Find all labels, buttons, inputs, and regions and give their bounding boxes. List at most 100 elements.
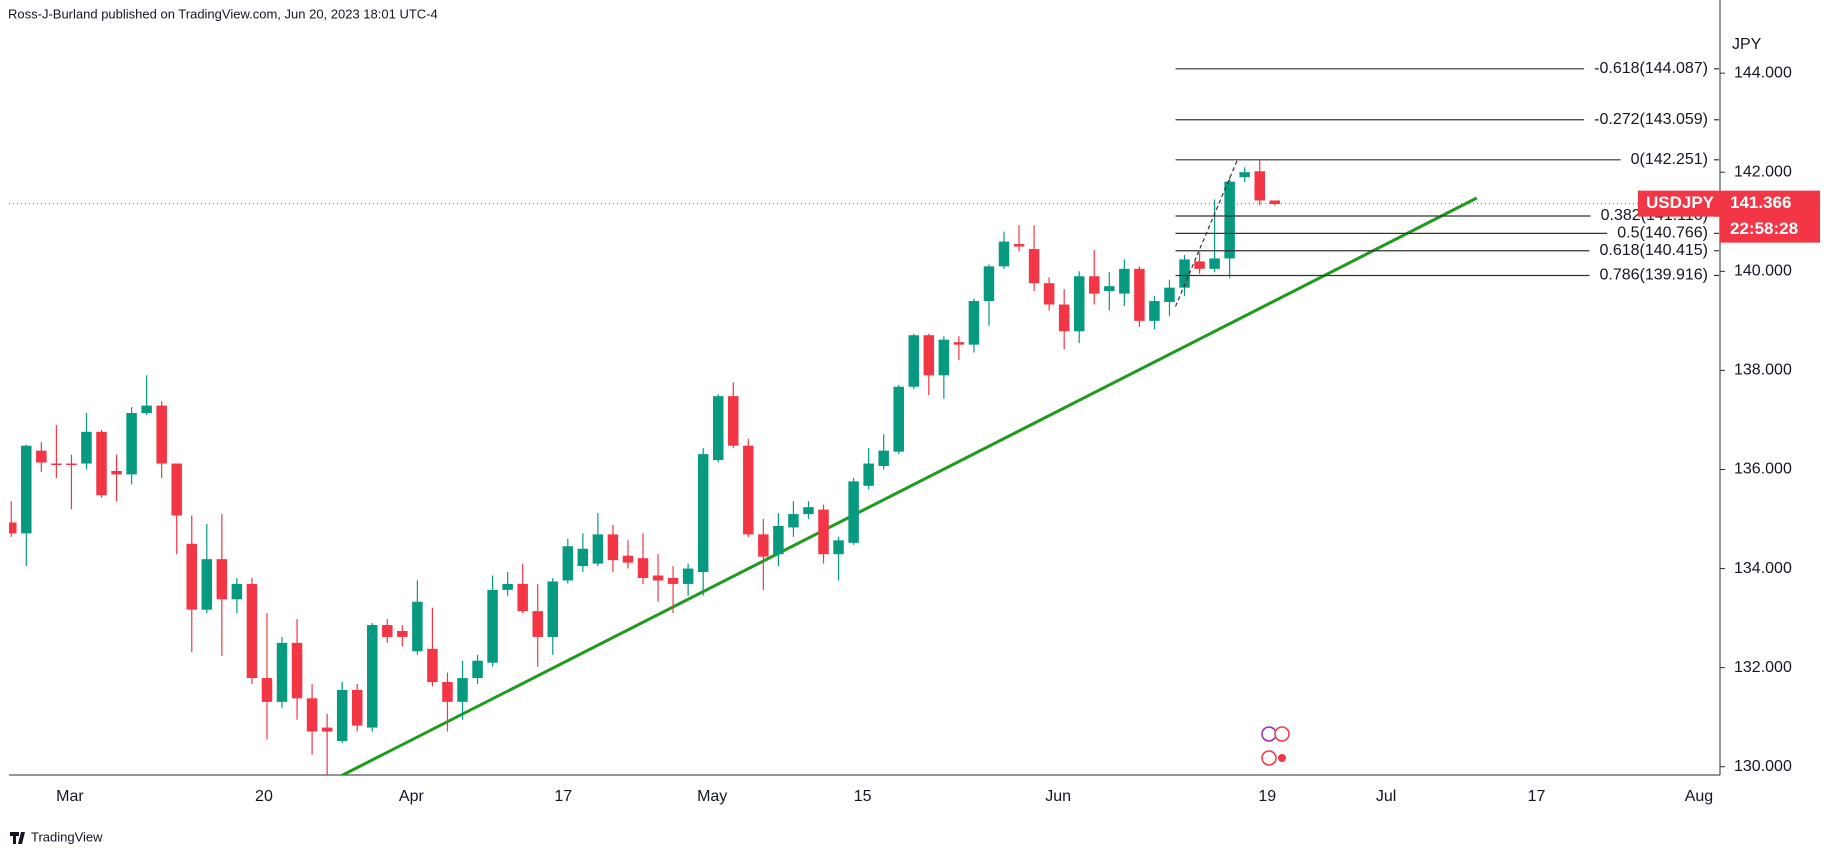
candle-body [1269, 200, 1281, 204]
fib-label: 0.618(140.415) [1599, 242, 1708, 259]
candle-body [9, 522, 17, 534]
candle-body [171, 463, 182, 516]
candle-body [1194, 261, 1205, 269]
candle-body [848, 481, 859, 543]
candle-body [968, 301, 980, 345]
candle-body [156, 405, 167, 464]
candle-body [201, 559, 213, 610]
candle-body [637, 558, 649, 578]
y-tick-label: 130.000 [1734, 758, 1792, 775]
candle-body [397, 630, 408, 637]
x-tick-label: Apr [399, 788, 425, 805]
candle-body [442, 682, 453, 702]
footer-logo: TradingView [10, 829, 103, 844]
candle-body [427, 648, 438, 683]
fib-label: -0.618(144.087) [1594, 60, 1708, 77]
candle-body [351, 689, 363, 726]
candle-body [607, 534, 619, 561]
candle-body [1254, 171, 1265, 201]
candle-body [1209, 258, 1220, 269]
candle-body [577, 548, 589, 567]
candle-body [908, 335, 920, 387]
x-tick-label: Jul [1376, 788, 1396, 805]
candle-body [36, 450, 47, 463]
candle-body [547, 581, 559, 637]
candle-body [773, 525, 784, 555]
candle-body [1043, 283, 1055, 305]
currency-label: JPY [1732, 36, 1762, 53]
fib-label: 0.786(139.916) [1599, 267, 1708, 284]
candle-body [532, 611, 543, 637]
candle-body [833, 540, 844, 555]
fib-label: 0.5(140.766) [1617, 225, 1708, 242]
candle-body [712, 396, 724, 461]
candle-body [1104, 286, 1115, 292]
candle-body [291, 642, 303, 699]
candle-body [412, 601, 423, 652]
candle-body [622, 555, 634, 563]
candle-body [321, 727, 333, 732]
candle-body [487, 589, 498, 663]
candle-body [667, 577, 679, 584]
x-tick-label: 15 [854, 788, 872, 805]
candle-body [51, 463, 62, 466]
candle-body [743, 445, 754, 535]
candle-body [141, 405, 152, 414]
candle-body [502, 583, 513, 590]
event-icon [1278, 754, 1286, 762]
candle-body [697, 454, 709, 573]
candle-body [457, 678, 468, 702]
y-tick-label: 144.000 [1734, 64, 1792, 81]
candle-body [21, 445, 32, 534]
candle-body [1028, 249, 1040, 284]
countdown: 22:58:28 [1730, 219, 1798, 238]
candle-body [1149, 301, 1160, 321]
y-tick-label: 142.000 [1734, 163, 1792, 180]
candle-body [998, 241, 1010, 267]
candle-body [517, 583, 528, 612]
x-tick-label: 17 [554, 788, 572, 805]
logo-mark [10, 832, 25, 844]
candle-body [1164, 287, 1175, 303]
candle-body [261, 678, 273, 702]
candle-body [1119, 268, 1130, 294]
candle-body [983, 266, 995, 302]
y-tick-label: 140.000 [1734, 263, 1792, 280]
event-icon [1261, 726, 1277, 742]
plot [9, 68, 1720, 775]
fib-label: 0(142.251) [1631, 151, 1708, 168]
candle-body [126, 413, 137, 475]
symbol-label: USDJPY [1646, 193, 1715, 212]
event-icon [1261, 750, 1277, 766]
candle-body [758, 534, 769, 557]
candle-body [1013, 244, 1025, 247]
x-tick-label: May [697, 788, 727, 805]
fib-label: -0.272(143.059) [1594, 111, 1708, 128]
candle-body [938, 339, 950, 376]
candle-body [893, 386, 904, 452]
event-icons [1261, 726, 1290, 766]
price-box [1720, 190, 1820, 243]
candle-body [96, 431, 107, 496]
candle-body [1073, 276, 1085, 332]
footer: TradingView [31, 829, 103, 844]
x-tick-label: 19 [1258, 788, 1276, 805]
candle-body [652, 575, 664, 581]
candle-body [1134, 268, 1145, 321]
candle-body [562, 546, 574, 581]
symbol-box [1638, 190, 1720, 217]
candle-body [1179, 259, 1190, 288]
candle-body [66, 463, 77, 466]
y-tick-label: 134.000 [1734, 560, 1792, 577]
candle-body [592, 534, 604, 564]
candle-body [336, 689, 348, 741]
x-tick-label: 17 [1528, 788, 1546, 805]
candle-body [1089, 276, 1100, 294]
candle-body [1058, 304, 1070, 332]
candle-body [276, 642, 288, 702]
candle-body [111, 470, 122, 475]
x-tick-label: Mar [56, 788, 84, 805]
